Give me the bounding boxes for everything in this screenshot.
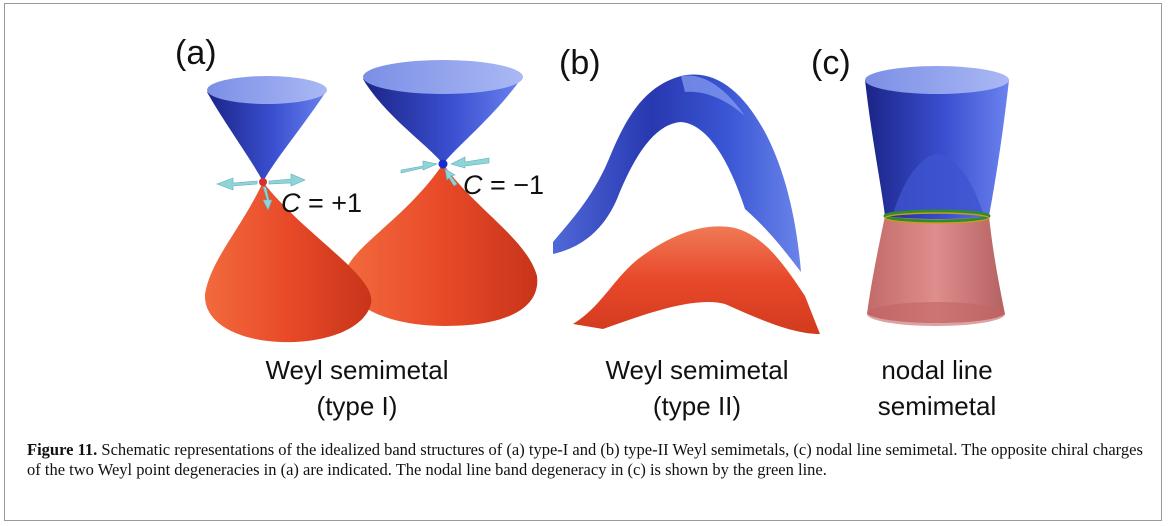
valence-cone-left xyxy=(204,182,372,343)
panel-b-label: (b) xyxy=(559,44,601,82)
conduction-cone-nodal xyxy=(865,80,1009,219)
valence-cone-right xyxy=(344,164,538,326)
chiral-charge-right: C = −1 xyxy=(463,170,545,200)
panel-c-caption: nodal line semimetal xyxy=(877,355,997,421)
inner-dome xyxy=(893,154,983,214)
conduction-cone-nodal-rim xyxy=(865,66,1009,94)
band-structure-illustration xyxy=(204,60,1009,343)
panel-a-caption: Weyl semimetal (type I) xyxy=(265,355,449,421)
conduction-cone-right xyxy=(363,76,523,164)
figure-caption-label: Figure 11. xyxy=(27,440,98,459)
chiral-charge-left: C = +1 xyxy=(281,188,363,218)
figure-frame: (a) (b) (c) C = +1 C = −1 Weyl semimetal… xyxy=(4,3,1162,521)
conduction-sheet-highlight xyxy=(681,75,745,116)
figure-caption-text: Schematic representations of the idealiz… xyxy=(27,440,1143,479)
panel-c-nodal xyxy=(865,66,1009,326)
valence-cone-nodal-base xyxy=(867,302,1005,326)
panel-b-surfaces xyxy=(553,74,820,334)
panel-a-label: (a) xyxy=(175,34,217,72)
nodal-line xyxy=(883,209,991,223)
arrows-right xyxy=(400,156,490,187)
panel-a-cones xyxy=(204,60,538,343)
valence-sheet xyxy=(573,226,820,334)
figure-caption: Figure 11. Schematic representations of … xyxy=(27,440,1151,480)
nodal-line-edge xyxy=(884,212,990,224)
conduction-cone-left-rim xyxy=(207,76,327,104)
conduction-cone-right-rim xyxy=(363,60,523,94)
panel-b-caption: Weyl semimetal (type II) xyxy=(605,355,789,421)
panel-c-label: (c) xyxy=(811,44,851,82)
weyl-point-right xyxy=(438,159,448,169)
conduction-cone-left xyxy=(207,90,327,182)
valence-cone-nodal xyxy=(867,216,1005,323)
arrows-left xyxy=(216,173,306,211)
weyl-point-left xyxy=(259,178,267,186)
conduction-sheet xyxy=(553,74,801,272)
